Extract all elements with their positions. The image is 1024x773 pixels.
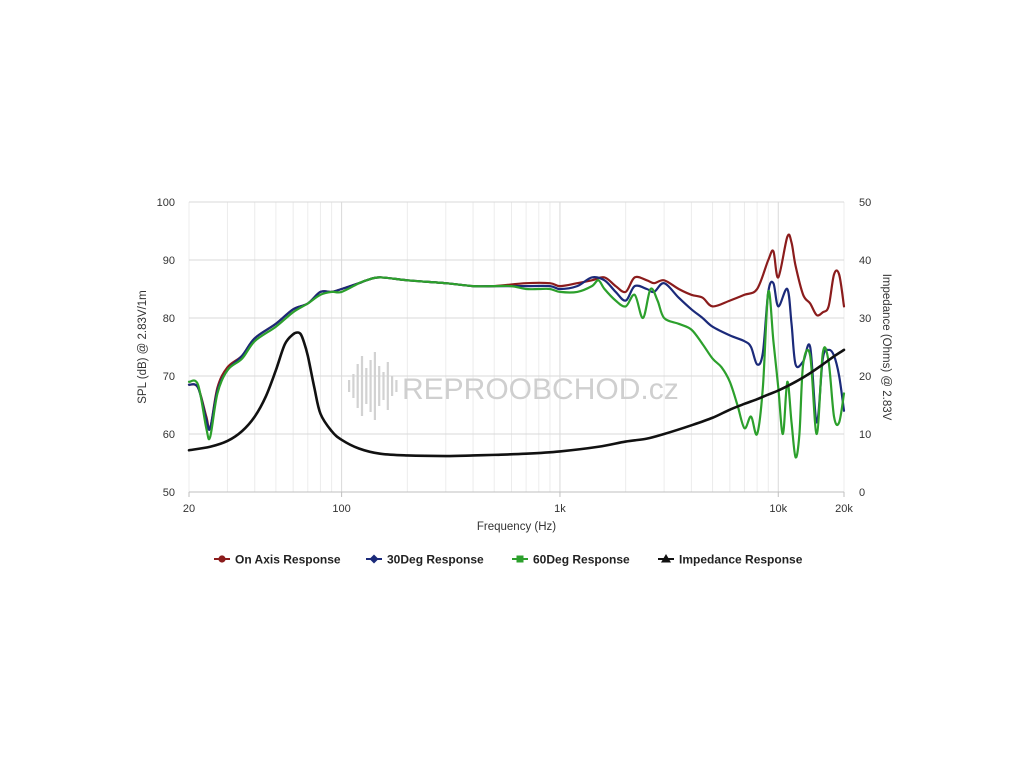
legend-diamond-marker-icon bbox=[369, 554, 379, 564]
y-left-tick-label: 50 bbox=[163, 487, 175, 499]
series-60deg-response bbox=[187, 276, 846, 459]
watermark-wave-bar bbox=[386, 362, 389, 410]
y-right-axis-title: Impedance (Ohms) @ 2.83V bbox=[880, 274, 892, 421]
series-impedance-response bbox=[187, 331, 846, 458]
y-left-tick-label: 60 bbox=[163, 429, 175, 441]
watermark-wave-bar bbox=[352, 374, 355, 398]
legend-label: On Axis Response bbox=[235, 553, 341, 567]
watermark-wave-bar bbox=[356, 364, 359, 408]
y-left-axis-title: SPL (dB) @ 2.83V/1m bbox=[137, 290, 149, 404]
series-line-30deg-response bbox=[187, 276, 846, 431]
watermark: REPROOBCHOD.cz bbox=[348, 352, 679, 420]
legend-label: 60Deg Response bbox=[533, 553, 630, 567]
axes: 20 100 1k 10k 20k 50 60 70 80 90 100 0 10 20 30 40 50 Fre… bbox=[137, 197, 892, 533]
series bbox=[187, 233, 846, 459]
watermark-wave-bar bbox=[378, 366, 381, 406]
watermark-wave-bar bbox=[365, 368, 368, 404]
legend-label: 30Deg Response bbox=[387, 553, 484, 567]
x-tick-label: 20k bbox=[835, 503, 853, 515]
x-tick-label: 20 bbox=[183, 503, 195, 515]
watermark-wave-bar bbox=[360, 356, 364, 416]
watermark-text: REPROOBCHOD.cz bbox=[402, 373, 679, 406]
x-tick-label: 100 bbox=[332, 503, 350, 515]
series-line-impedance-response bbox=[187, 331, 846, 458]
legend-item-on-axis-response[interactable]: On Axis Response bbox=[214, 553, 341, 567]
y-right-tick-label: 10 bbox=[859, 429, 871, 441]
legend-label: Impedance Response bbox=[679, 553, 803, 567]
legend-circle-marker-icon bbox=[218, 555, 226, 563]
legend-item-30deg-response[interactable]: 30Deg Response bbox=[366, 553, 484, 567]
y-right-tick-label: 50 bbox=[859, 197, 871, 209]
watermark-wave-bar bbox=[369, 360, 372, 412]
watermark-wave-bar bbox=[373, 352, 376, 420]
series-30deg-response bbox=[187, 276, 846, 431]
y-left-tick-label: 70 bbox=[163, 371, 175, 383]
series-line-60deg-response bbox=[187, 276, 846, 459]
watermark-wave-bar bbox=[348, 380, 351, 392]
watermark-wave-bar bbox=[382, 372, 385, 400]
watermark-waveform-icon bbox=[348, 352, 398, 420]
y-left-tick-label: 90 bbox=[163, 255, 175, 267]
grid bbox=[188, 201, 845, 493]
x-tick-label: 10k bbox=[769, 503, 787, 515]
x-tick-label: 1k bbox=[554, 503, 566, 515]
legend-triangle-marker-icon bbox=[661, 554, 671, 563]
y-right-tick-label: 40 bbox=[859, 255, 871, 267]
y-right-tick-label: 0 bbox=[859, 487, 865, 499]
legend: On Axis Response 30Deg Response 60Deg Resp… bbox=[214, 553, 803, 567]
watermark-wave-bar bbox=[395, 380, 398, 392]
legend-item-60deg-response[interactable]: 60Deg Response bbox=[512, 553, 630, 567]
x-axis-title: Frequency (Hz) bbox=[477, 521, 556, 533]
legend-square-marker-icon bbox=[516, 555, 524, 563]
legend-item-impedance-response[interactable]: Impedance Response bbox=[658, 553, 803, 567]
y-right-tick-label: 30 bbox=[859, 313, 871, 325]
y-left-tick-label: 100 bbox=[157, 197, 175, 209]
watermark-wave-bar bbox=[391, 376, 394, 396]
y-right-tick-label: 20 bbox=[859, 371, 871, 383]
y-left-tick-label: 80 bbox=[163, 313, 175, 325]
